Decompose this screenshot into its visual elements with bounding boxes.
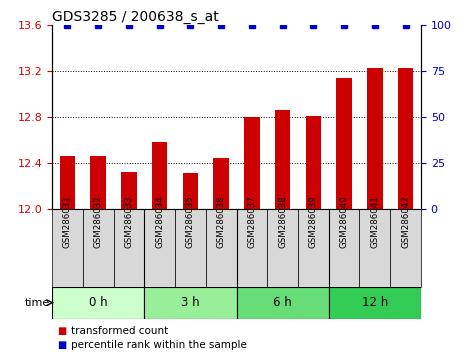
Bar	[329, 209, 359, 287]
Bar	[206, 209, 236, 287]
Bar	[275, 110, 290, 209]
Text: GDS3285 / 200638_s_at: GDS3285 / 200638_s_at	[52, 10, 219, 24]
Bar	[213, 158, 229, 209]
Text: 6 h: 6 h	[273, 296, 292, 309]
Bar	[60, 156, 75, 209]
Text: GSM286035: GSM286035	[186, 195, 195, 248]
Bar	[144, 209, 175, 287]
Bar	[398, 68, 413, 209]
Text: GSM286031: GSM286031	[63, 195, 72, 248]
Text: GSM286037: GSM286037	[247, 195, 256, 248]
Text: GSM286040: GSM286040	[340, 195, 349, 248]
Bar	[267, 209, 298, 287]
Text: ■: ■	[57, 341, 66, 350]
Bar	[236, 287, 329, 319]
Text: percentile rank within the sample: percentile rank within the sample	[71, 341, 247, 350]
Text: GSM286033: GSM286033	[124, 195, 133, 248]
Bar	[336, 78, 352, 209]
Bar	[52, 209, 83, 287]
Bar	[52, 287, 144, 319]
Bar	[83, 209, 114, 287]
Text: 3 h: 3 h	[181, 296, 200, 309]
Bar	[152, 142, 167, 209]
Bar	[175, 209, 206, 287]
Text: GSM286039: GSM286039	[309, 195, 318, 248]
Text: time: time	[24, 298, 50, 308]
Bar	[390, 209, 421, 287]
Bar	[114, 209, 144, 287]
Text: GSM286038: GSM286038	[278, 195, 287, 248]
Bar	[329, 287, 421, 319]
Text: GSM286042: GSM286042	[401, 195, 410, 248]
Bar	[90, 156, 106, 209]
Text: 0 h: 0 h	[89, 296, 107, 309]
Text: GSM286041: GSM286041	[370, 195, 379, 248]
Bar	[306, 116, 321, 209]
Bar	[144, 287, 236, 319]
Text: GSM286036: GSM286036	[217, 195, 226, 248]
Bar	[121, 172, 137, 209]
Bar	[244, 117, 260, 209]
Bar	[236, 209, 267, 287]
Bar	[183, 173, 198, 209]
Bar	[367, 68, 383, 209]
Bar	[359, 209, 390, 287]
Text: 12 h: 12 h	[362, 296, 388, 309]
Text: transformed count: transformed count	[71, 326, 168, 336]
Text: GSM286032: GSM286032	[94, 195, 103, 248]
Text: ■: ■	[57, 326, 66, 336]
Text: GSM286034: GSM286034	[155, 195, 164, 248]
Bar	[298, 209, 329, 287]
